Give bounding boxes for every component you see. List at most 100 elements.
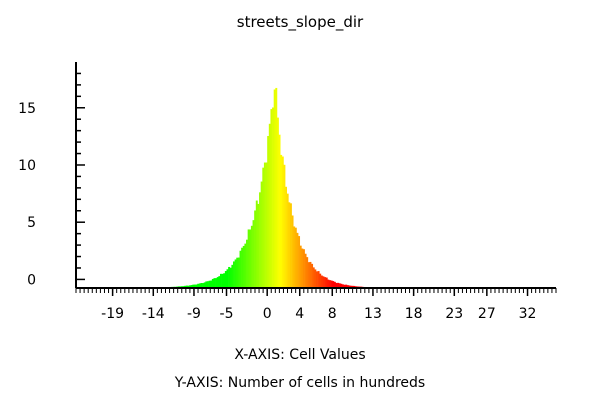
histogram-bar [298,236,301,288]
y-tick-label: 0 [27,272,36,288]
histogram-bar [254,210,257,288]
histogram-bar [259,192,261,288]
histogram-bar [236,257,239,288]
histogram-bar [205,281,208,288]
histogram-bar [304,253,307,288]
histogram-bar [192,284,195,288]
histogram-bar [208,280,211,288]
x-tick-label: -9 [187,306,201,322]
x-tick-label: 13 [364,306,382,322]
histogram-bar [278,134,281,288]
histogram-bar [293,226,296,288]
axes: 0 5 10 15 -19 -14 -9 -5 0 4 8 13 18 23 27 32 [18,62,557,322]
histogram-bar [234,259,237,288]
histogram-bar [285,186,288,288]
y-tick-label: 5 [27,215,36,231]
histogram-bar [283,164,286,288]
histogram-bar [215,278,218,288]
histogram-bar [353,285,356,288]
histogram-bar [255,200,258,288]
histogram-bar [195,284,198,288]
histogram-bar [320,275,323,288]
histogram-bar [291,215,294,288]
histogram-bar [189,285,192,288]
x-tick-label: -5 [220,306,234,322]
y-axis-label: Y-AXIS: Number of cells in hundreds [174,375,425,391]
histogram-bar [340,283,343,288]
x-tick-label: 23 [445,306,463,322]
histogram-bar [268,123,271,288]
histogram-bar [260,181,263,288]
histogram-bar [345,284,348,288]
histogram-bar [218,276,221,288]
histogram-bar [216,277,219,288]
histogram-bar [197,283,200,288]
histogram-bar [332,281,335,288]
histogram-bar [301,248,304,288]
y-tick-label: 10 [18,158,36,174]
histogram-bar [346,285,349,288]
histogram-bar [343,284,346,288]
histogram-bar [316,271,318,288]
histogram-bar [198,283,201,288]
histogram-bar [185,285,188,288]
histogram-bar [317,271,320,288]
histogram-bar [187,285,190,288]
x-tick-label: 4 [295,306,304,322]
x-tick-label: 32 [519,306,537,322]
histogram-bar [296,232,299,288]
histogram-bar [338,283,341,288]
histogram-bar [286,193,289,288]
histogram-bar [335,282,338,288]
histogram-bar [306,257,309,288]
histogram-bar [324,277,327,288]
x-tick-label: -19 [101,306,124,322]
histogram-bar [280,154,283,288]
histogram-bar [281,156,284,288]
histogram-bar [327,279,330,288]
histogram-bar [265,162,268,288]
histogram-bar [247,229,250,288]
histogram-bar [223,273,226,288]
histogram-bars [112,87,432,289]
histogram-bar [330,280,333,288]
histogram-bar [319,273,322,288]
histogram-bar [307,262,310,288]
histogram-bar [302,249,305,288]
x-tick-label: -14 [142,306,165,322]
histogram-bar [221,273,224,288]
chart-title: streets_slope_dir [237,13,364,32]
histogram-bar [193,284,196,288]
histogram-bar [228,266,231,288]
histogram-bar [224,271,227,288]
histogram-bar [237,257,240,288]
histogram-bar [249,229,252,288]
x-tick-label: 8 [328,306,337,322]
y-tick-label: 15 [18,101,36,117]
histogram-bar [213,278,216,288]
histogram-bar [262,167,265,288]
x-tick-label: 27 [478,306,496,322]
histogram-bar [250,225,253,288]
histogram-bar [252,220,255,288]
histogram-bar [190,285,193,288]
histogram-bar [309,261,312,288]
histogram-bar [211,278,214,288]
histogram-bar [270,109,273,288]
histogram-bar [246,239,248,288]
histogram-bar [257,203,260,288]
histogram-bar [288,202,291,288]
histogram-bar [233,261,235,288]
histogram-bar [229,267,232,288]
x-tick-label: 0 [263,306,272,322]
histogram-bar [276,117,279,288]
histogram-bar [239,250,242,288]
histogram-bar [351,285,354,288]
histogram-bar [348,285,351,288]
histogram-bar [311,263,314,288]
histogram-bar [342,284,344,288]
histogram-bar [275,87,278,288]
histogram-bar [210,280,213,288]
histogram-bar [184,285,187,288]
